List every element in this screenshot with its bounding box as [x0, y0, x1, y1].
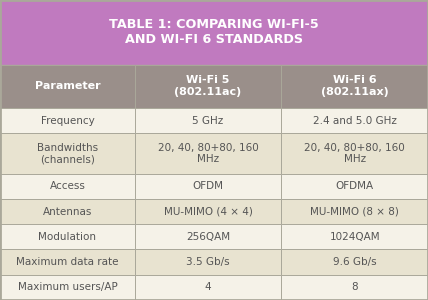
Text: 3.5 Gb/s: 3.5 Gb/s: [186, 257, 230, 267]
Bar: [0, 0, 428, 64]
Bar: [0, 224, 135, 250]
Text: Parameter: Parameter: [35, 81, 100, 91]
Text: Wi-Fi 5
(802.11ac): Wi-Fi 5 (802.11ac): [175, 75, 242, 97]
Bar: [281, 174, 428, 199]
Bar: [135, 174, 281, 199]
Text: Modulation: Modulation: [39, 232, 96, 242]
Bar: [0, 133, 135, 174]
Bar: [135, 199, 281, 224]
Text: 2.4 and 5.0 GHz: 2.4 and 5.0 GHz: [313, 116, 397, 126]
Text: TABLE 1: COMPARING WI-FI-5
AND WI-FI 6 STANDARDS: TABLE 1: COMPARING WI-FI-5 AND WI-FI 6 S…: [109, 18, 319, 46]
Text: Frequency: Frequency: [41, 116, 94, 126]
Text: OFDMA: OFDMA: [336, 181, 374, 191]
Bar: [281, 250, 428, 275]
Text: Maximum users/AP: Maximum users/AP: [18, 282, 117, 292]
Text: Maximum data rate: Maximum data rate: [16, 257, 119, 267]
Bar: [135, 133, 281, 174]
Text: 5 GHz: 5 GHz: [193, 116, 224, 126]
Bar: [281, 224, 428, 250]
Text: 9.6 Gb/s: 9.6 Gb/s: [333, 257, 377, 267]
Text: 20, 40, 80+80, 160
MHz: 20, 40, 80+80, 160 MHz: [304, 143, 405, 164]
Bar: [281, 108, 428, 133]
Text: Bandwidths
(channels): Bandwidths (channels): [37, 143, 98, 164]
Bar: [0, 199, 135, 224]
Text: 20, 40, 80+80, 160
MHz: 20, 40, 80+80, 160 MHz: [158, 143, 259, 164]
Bar: [281, 133, 428, 174]
Bar: [0, 275, 135, 300]
Text: 8: 8: [351, 282, 358, 292]
Text: Antennas: Antennas: [43, 207, 92, 217]
Text: Wi-Fi 6
(802.11ax): Wi-Fi 6 (802.11ax): [321, 75, 389, 97]
Bar: [0, 108, 135, 133]
Text: 4: 4: [205, 282, 211, 292]
Bar: [135, 224, 281, 250]
Bar: [0, 64, 135, 108]
Bar: [281, 275, 428, 300]
Bar: [281, 199, 428, 224]
Text: OFDM: OFDM: [193, 181, 223, 191]
Bar: [135, 108, 281, 133]
Text: 256QAM: 256QAM: [186, 232, 230, 242]
Text: MU-MIMO (4 × 4): MU-MIMO (4 × 4): [163, 207, 253, 217]
Text: Access: Access: [50, 181, 85, 191]
Bar: [0, 174, 135, 199]
Bar: [281, 64, 428, 108]
Bar: [135, 250, 281, 275]
Bar: [135, 64, 281, 108]
Bar: [135, 275, 281, 300]
Bar: [0, 250, 135, 275]
Text: MU-MIMO (8 × 8): MU-MIMO (8 × 8): [310, 207, 399, 217]
Text: 1024QAM: 1024QAM: [330, 232, 380, 242]
